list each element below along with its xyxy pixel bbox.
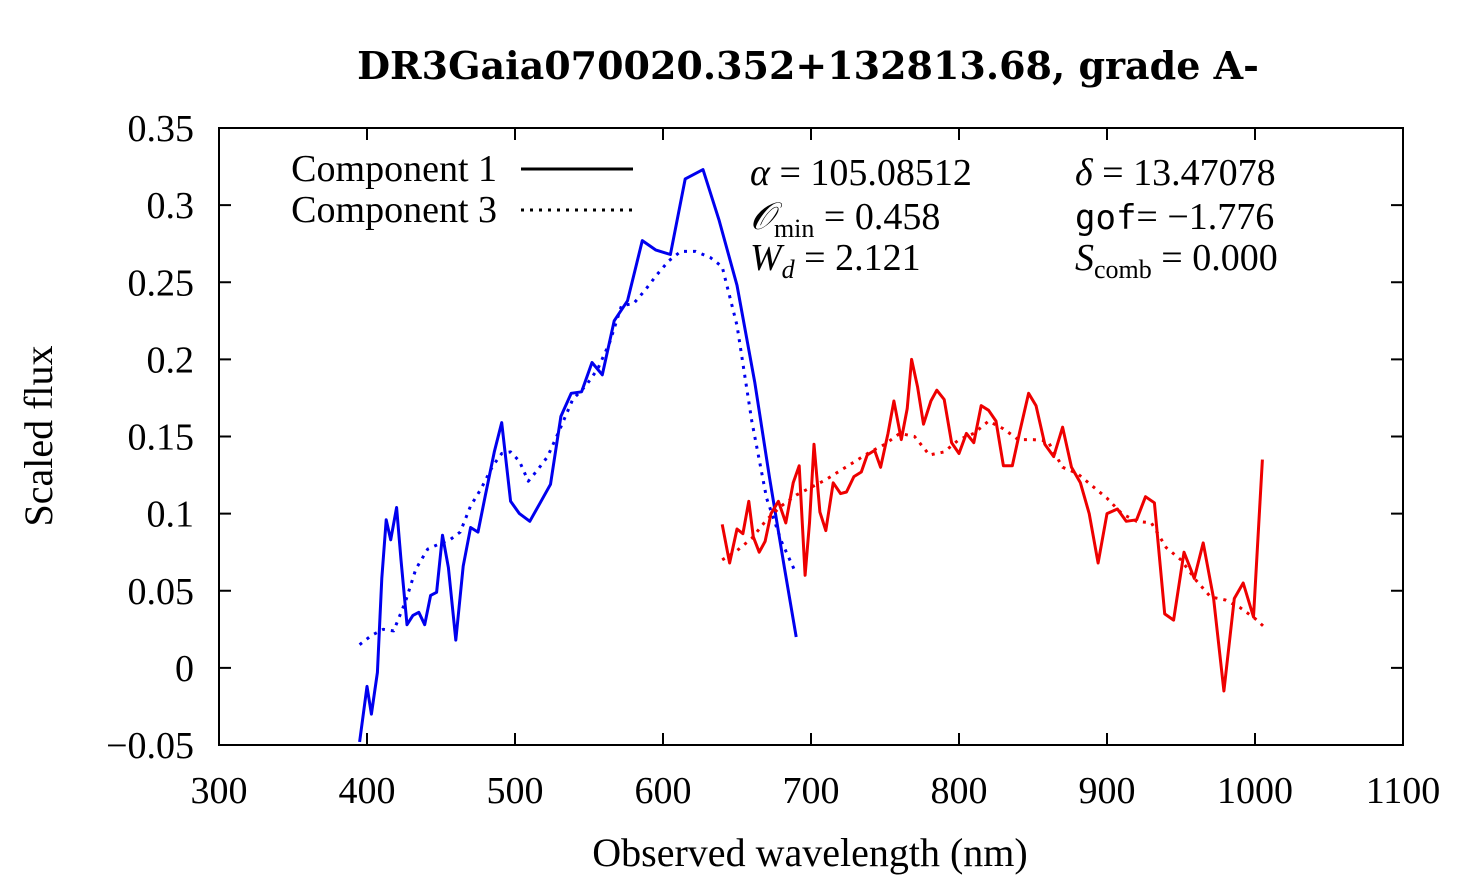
y-tick-label: 0.35 [128,108,195,150]
y-tick-label: 0 [175,648,194,690]
x-tick-label: 1100 [1366,770,1441,812]
series-blue-component-3-line [358,249,798,646]
y-tick-label: 0.1 [147,494,195,536]
x-tick-label: 1000 [1217,770,1293,812]
fit-annotations: α = 105.08512 δ = 13.47078 𝒪min = 0.458 … [750,152,1278,284]
legend-label-component-1: Component 1 [291,148,497,190]
x-tick-label: 700 [783,770,840,812]
y-tick-label: 0.05 [128,571,195,613]
annotation-s-comb: Scomb = 0.000 [1075,237,1278,284]
x-axis-label: Observed wavelength (nm) [592,830,1027,875]
legend: Component 1 Component 3 [291,148,633,231]
series-blue-component-1-line [358,168,798,743]
y-tick-label: −0.05 [106,725,194,767]
x-tick-label: 400 [339,770,396,812]
x-axis: 300 400 500 600 700 800 900 1000 1100 [191,128,1441,812]
y-tick-label: 0.25 [128,262,195,304]
x-tick-label: 800 [931,770,988,812]
x-tick-label: 600 [635,770,692,812]
annotation-delta: δ = 13.47078 [1075,152,1276,194]
series-red-component-3-line [721,419,1268,631]
chart-title: DR3Gaia070020.352+132813.68, grade A- [357,43,1259,88]
plot-lines [358,168,1268,743]
annotation-alpha: α = 105.08512 [750,152,972,194]
y-axis-label: Scaled flux [16,345,61,526]
series-red-component-1-line [720,357,1264,693]
x-tick-label: 900 [1079,770,1136,812]
y-tick-label: 0.15 [128,417,195,459]
x-tick-label: 300 [191,770,248,812]
annotation-gof: gof= −1.776 [1075,196,1274,238]
y-axis: −0.05 0 0.05 0.1 0.15 0.2 0.25 0.3 0.35 [106,108,1403,767]
annotation-w-d: Wd = 2.121 [750,237,921,284]
y-tick-label: 0.3 [147,185,195,227]
legend-label-component-3: Component 3 [291,189,497,231]
annotation-o-min: 𝒪min = 0.458 [750,196,940,243]
x-tick-label: 500 [487,770,544,812]
y-tick-label: 0.2 [147,339,195,381]
